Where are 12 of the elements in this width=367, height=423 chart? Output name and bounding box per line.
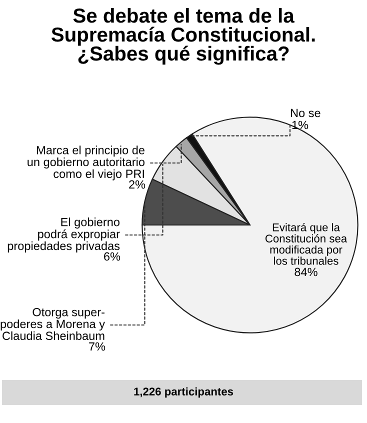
data-label: 7% [89,342,106,351]
slice-label: Evitará que la Constitución sea modificada por los tribunales [265,223,348,265]
data-label: 1% [292,120,308,130]
slice-label: No se [290,108,320,118]
data-label: 6% [104,252,120,261]
slice-label: El gobierno podrá expropiar propiedades privadas [8,218,120,252]
slice-label: Marca el principio de un gobierno autoritario como el viejo PRI [28,146,145,180]
data-label: 84% [294,268,318,276]
data-label: 2% [129,180,146,189]
text: 1,226 participantes [134,387,234,398]
slice-label: Otorga super- poderes a Morena y Claudia Sheinbaum [0,308,105,340]
chart-title: Se debate el tema de la Supremacía Constitucional. ¿Sabes qué significa? [51,8,315,65]
